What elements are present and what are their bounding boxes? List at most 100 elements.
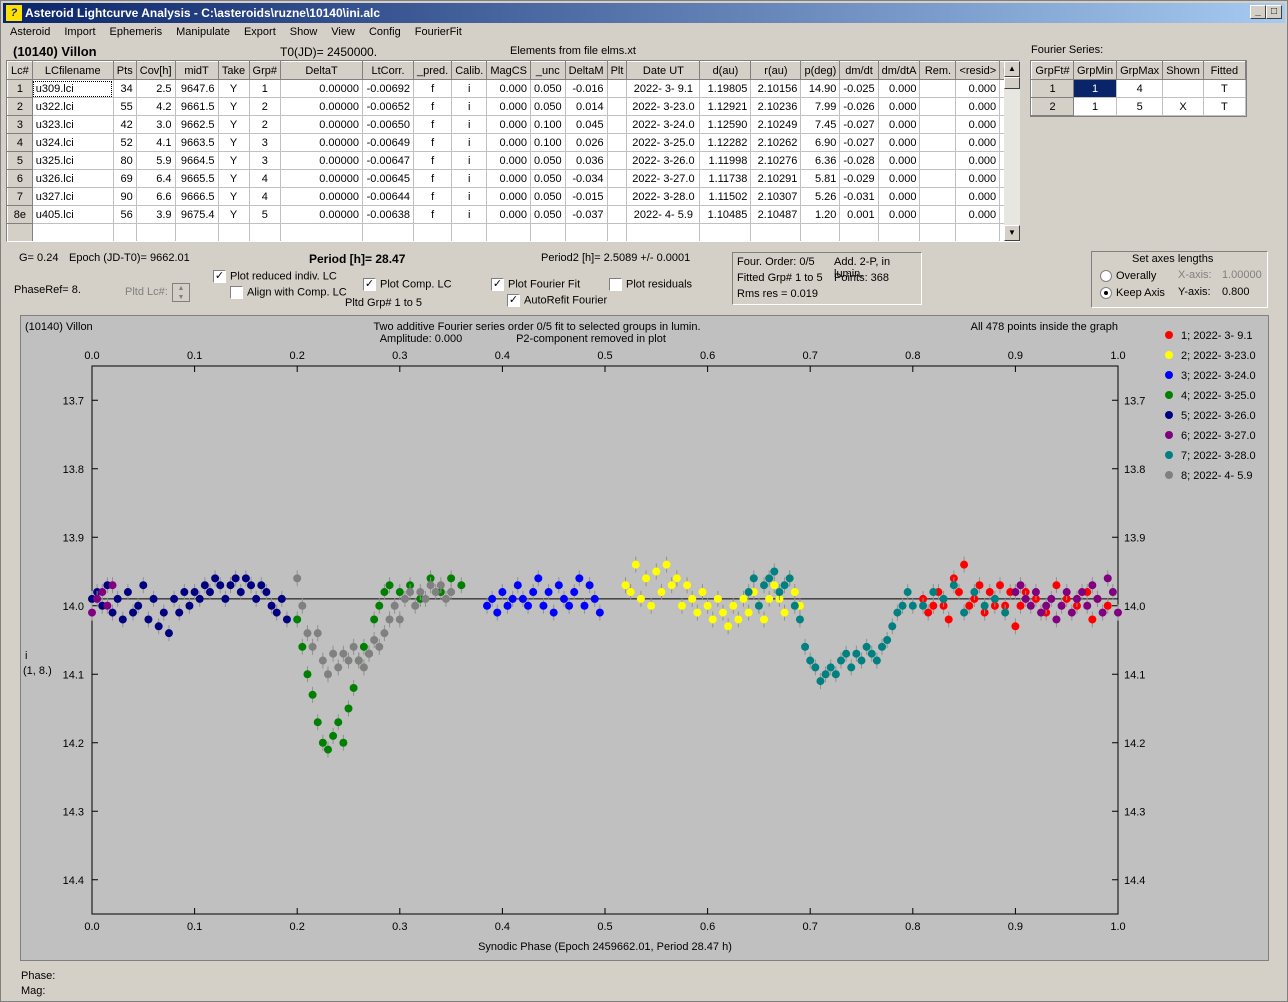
scroll-down-icon[interactable]: ▼ [1004, 225, 1020, 241]
table-cell[interactable]: -0.037 [564, 205, 608, 224]
table-cell[interactable] [919, 97, 957, 116]
table-cell[interactable]: 5.81 [800, 169, 841, 188]
table-cell[interactable]: 2022- 3- 9.1 [626, 79, 701, 98]
table-cell[interactable]: 0.000 [955, 79, 1001, 98]
table-cell[interactable]: f [413, 133, 453, 152]
table-cell[interactable]: 2.10291 [750, 169, 802, 188]
table-cell[interactable]: 90 [112, 187, 137, 206]
table-cell[interactable]: 8e [7, 205, 33, 224]
table-cell[interactable]: 14.90 [800, 79, 841, 98]
table-cell[interactable] [451, 223, 488, 241]
table-cell[interactable] [606, 97, 628, 116]
table-cell[interactable]: f [413, 79, 453, 98]
minimize-button[interactable]: _ [1250, 5, 1266, 19]
table-cell[interactable] [7, 223, 33, 241]
table-cell[interactable] [750, 223, 802, 241]
table-cell[interactable]: 1.10485 [699, 205, 752, 224]
table-cell[interactable]: 0.000 [486, 187, 532, 206]
table-cell[interactable]: 2 [248, 97, 282, 116]
table-cell[interactable]: 2.10262 [750, 133, 802, 152]
table-cell[interactable]: 0.000 [955, 205, 1001, 224]
table-cell[interactable] [112, 223, 137, 241]
fourier-cell[interactable] [1162, 79, 1204, 98]
table-cell[interactable]: 2.10307 [750, 187, 802, 206]
table-cell[interactable]: 0.000 [877, 187, 921, 206]
table-cell[interactable]: -0.031 [839, 187, 879, 206]
table-cell[interactable]: f [413, 115, 453, 134]
table-cell[interactable] [919, 151, 957, 170]
table-cell[interactable]: 1 [7, 79, 33, 98]
table-row[interactable] [7, 223, 1019, 241]
table-cell[interactable]: 9664.5 [174, 151, 219, 170]
table-cell[interactable]: 52 [112, 133, 137, 152]
table-cell[interactable]: 2.10249 [750, 115, 802, 134]
radio-keep[interactable]: Keep Axis [1100, 287, 1165, 300]
table-cell[interactable] [135, 223, 176, 241]
table-cell[interactable]: 0.001 [839, 205, 879, 224]
table-cell[interactable]: 0.000 [877, 79, 921, 98]
table-cell[interactable]: 0.00000 [280, 115, 364, 134]
table-cell[interactable]: 6.36 [800, 151, 841, 170]
table-cell[interactable]: 2.10156 [750, 79, 802, 98]
table-cell[interactable] [413, 223, 453, 241]
fourier-cell[interactable]: T [1202, 79, 1246, 98]
menu-asteroid[interactable]: Asteroid [10, 26, 51, 38]
table-cell[interactable]: 2 [248, 115, 282, 134]
table-cell[interactable] [248, 223, 282, 241]
table-cell[interactable]: f [413, 169, 453, 188]
table-cell[interactable] [530, 223, 566, 241]
yaxis-value[interactable]: 0.800 [1222, 286, 1250, 298]
table-cell[interactable]: 0.050 [530, 79, 566, 98]
check-autorefit-box[interactable]: ✓ [507, 294, 520, 307]
table-row[interactable]: 7 u327.lci 90 6.6 9666.5 Y 4 0.00000 -0.00644 f i 0… [7, 187, 1019, 206]
lightcurve-table[interactable]: Lc# LCfilename Pts Cov[h] midT Take Grp# DeltaT… [6, 60, 1020, 242]
menu-view[interactable]: View [331, 26, 355, 38]
table-cell[interactable]: 4.1 [135, 133, 176, 152]
table-cell[interactable]: 0.045 [564, 115, 608, 134]
restore-button[interactable]: □ [1266, 5, 1282, 19]
table-cell[interactable]: 2022- 3-28.0 [626, 187, 701, 206]
table-cell[interactable]: 0.00000 [280, 205, 364, 224]
table-cell[interactable] [280, 223, 364, 241]
table-cell[interactable]: 9662.5 [174, 115, 219, 134]
table-cell[interactable]: 0.000 [877, 133, 921, 152]
table-cell[interactable]: -0.00645 [362, 169, 415, 188]
table-cell[interactable]: Y [217, 133, 250, 152]
scroll-thumb[interactable] [1004, 77, 1020, 89]
table-cell[interactable] [606, 223, 628, 241]
table-cell[interactable]: -0.025 [839, 79, 879, 98]
table-cell[interactable]: 2022- 3-25.0 [626, 133, 701, 152]
table-cell[interactable]: 0.050 [530, 169, 566, 188]
table-cell[interactable]: u405.lci [31, 205, 114, 224]
table-cell[interactable]: 2.10487 [750, 205, 802, 224]
table-cell[interactable]: 34 [112, 79, 137, 98]
table-cell[interactable]: Y [217, 151, 250, 170]
table-row[interactable]: 5 u325.lci 80 5.9 9664.5 Y 3 0.00000 -0.00647 f i 0… [7, 151, 1019, 170]
table-cell[interactable]: 0.00000 [280, 169, 364, 188]
table-cell[interactable]: u327.lci [31, 187, 114, 206]
table-cell[interactable]: -0.029 [839, 169, 879, 188]
scroll-up-icon[interactable]: ▲ [1004, 61, 1020, 77]
fourier-table[interactable]: GrpFt# GrpMin GrpMax Shown Fitted 1 1 4 T 2 1 5 X T [1030, 60, 1247, 117]
table-cell[interactable]: -0.028 [839, 151, 879, 170]
table-cell[interactable]: 2.10276 [750, 151, 802, 170]
table-cell[interactable]: 2022- 3-23.0 [626, 97, 701, 116]
table-cell[interactable]: 0.050 [530, 97, 566, 116]
table-cell[interactable]: i [451, 187, 488, 206]
table-cell[interactable]: 3.9 [135, 205, 176, 224]
table-cell[interactable]: 2022- 3-24.0 [626, 115, 701, 134]
table-cell[interactable]: Y [217, 205, 250, 224]
fourier-cell[interactable]: X [1162, 97, 1204, 116]
table-cell[interactable]: 7.99 [800, 97, 841, 116]
table-cell[interactable]: 2.10236 [750, 97, 802, 116]
table-row[interactable]: 2 u322.lci 55 4.2 9661.5 Y 2 0.00000 -0.00652 f i 0… [7, 97, 1019, 116]
table-cell[interactable]: 0.000 [877, 151, 921, 170]
table-cell[interactable] [919, 187, 957, 206]
check-autorefit[interactable]: ✓ AutoRefit Fourier [507, 294, 607, 307]
table-cell[interactable] [699, 223, 752, 241]
table-cell[interactable] [606, 187, 628, 206]
check-comp[interactable]: ✓ Plot Comp. LC [363, 278, 452, 291]
table-cell[interactable]: 0.000 [955, 169, 1001, 188]
table-cell[interactable]: 0.100 [530, 133, 566, 152]
